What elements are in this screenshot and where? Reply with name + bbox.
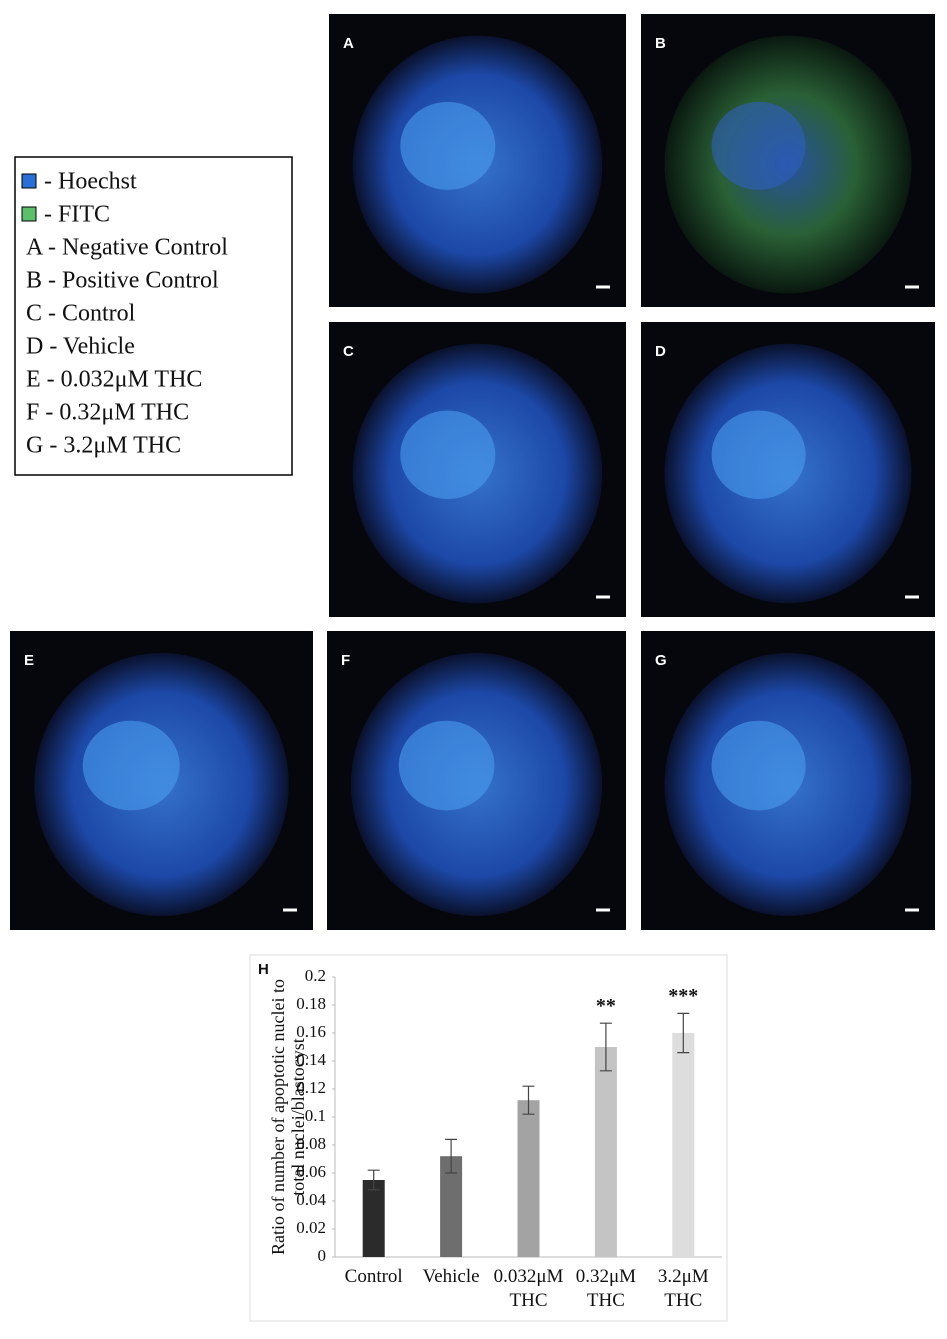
legend-item: G - 3.2μM THC [26, 433, 181, 459]
inner-cell-mass [400, 410, 496, 499]
inner-cell-mass [82, 720, 180, 811]
legend-swatch [21, 173, 37, 189]
x-tick-label: Vehicle [422, 1266, 480, 1287]
legend-item: A - Negative Control [26, 235, 228, 261]
bar [672, 1033, 695, 1257]
y-tick-label: 0 [318, 1246, 327, 1265]
panel-label: F [341, 652, 350, 669]
bar [362, 1180, 385, 1257]
error-bar [677, 1012, 690, 1054]
y-tick-label: 0.1 [305, 1106, 326, 1125]
bar [594, 1047, 617, 1257]
y-tick-label: 0.04 [296, 1190, 326, 1209]
legend-item: F - 0.32μM THC [26, 400, 189, 426]
chart-frame [249, 954, 728, 1322]
y-tick-label: 0.08 [296, 1134, 326, 1153]
significance-mark: *** [668, 985, 698, 1007]
error-bar [599, 1022, 612, 1072]
inner-cell-mass [400, 101, 496, 190]
y-tick-label: 0.18 [296, 994, 326, 1013]
y-tick-label: 0.2 [305, 966, 326, 985]
panel-label: B [655, 35, 666, 52]
significance-mark: ** [596, 995, 616, 1017]
legend-box [14, 156, 293, 476]
inner-cell-mass [711, 720, 806, 811]
x-tick-label: 3.2μM THC [657, 1266, 709, 1311]
panel-label: C [343, 343, 354, 360]
legend-item: D - Vehicle [26, 334, 135, 360]
y-tick-label: 0.02 [296, 1218, 326, 1237]
panel-label: G [655, 652, 667, 669]
inner-cell-mass [711, 101, 806, 190]
error-bar [367, 1169, 380, 1191]
legend-item: E - 0.032μM THC [26, 367, 202, 393]
x-tick-label: 0.032μM THC [493, 1266, 564, 1311]
bar [440, 1156, 463, 1257]
y-axis-label: Ratio of number of apoptotic nuclei to t… [268, 979, 308, 1255]
chart-panel-label: H [258, 961, 269, 978]
panel-label: A [343, 35, 354, 52]
y-tick-label: 0.14 [296, 1050, 326, 1069]
legend-item: B - Positive Control [26, 268, 219, 294]
x-tick-label: Control [344, 1266, 403, 1287]
panel-label: E [24, 652, 34, 669]
y-tick-label: 0.12 [296, 1078, 326, 1097]
legend-item: - FITC [44, 202, 110, 228]
bar [517, 1100, 540, 1257]
y-tick-label: 0.06 [296, 1162, 326, 1181]
x-tick-label: 0.32μM THC [575, 1266, 637, 1311]
y-tick-label: 0.16 [296, 1022, 326, 1041]
inner-cell-mass [398, 720, 495, 811]
inner-cell-mass [711, 410, 806, 499]
legend-item: C - Control [26, 301, 136, 327]
error-bar [445, 1138, 458, 1174]
error-bar [522, 1085, 535, 1115]
legend-swatch [21, 206, 37, 222]
panel-label: D [655, 343, 666, 360]
legend-item: - Hoechst [44, 169, 137, 195]
